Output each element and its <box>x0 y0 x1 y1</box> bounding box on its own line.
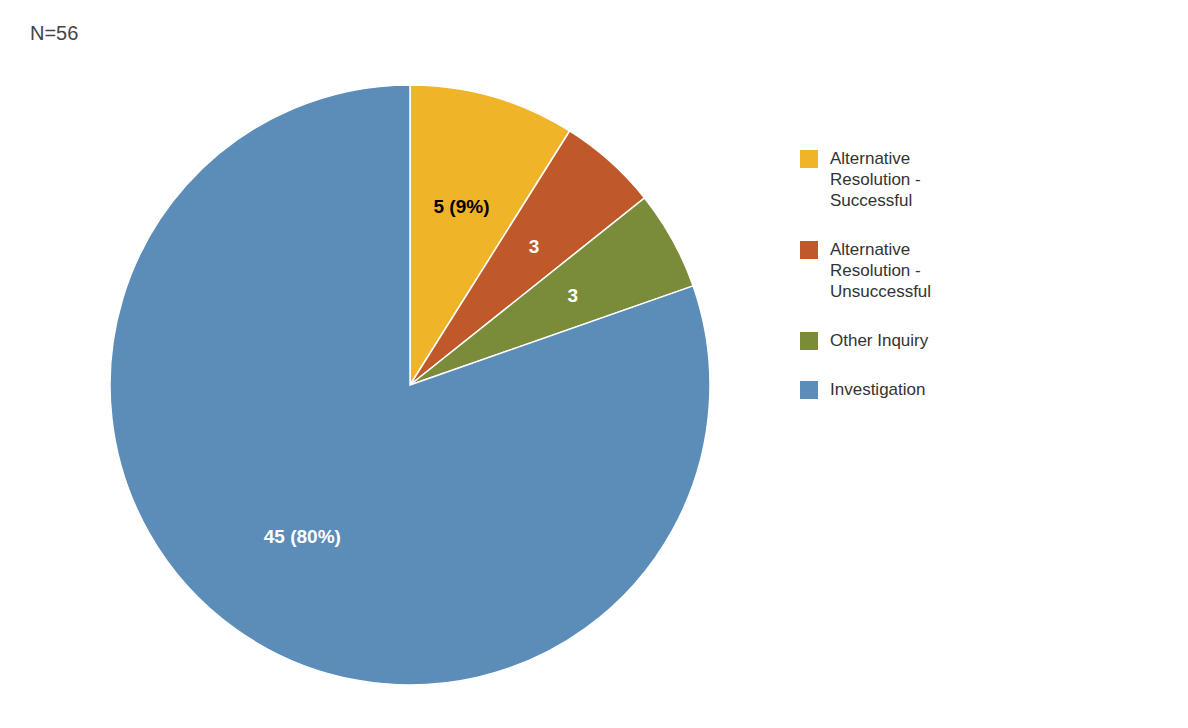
legend-label-line: Alternative <box>830 149 910 168</box>
legend-label-line: Unsuccessful <box>830 282 931 301</box>
legend-swatch <box>800 150 818 168</box>
chart: N=56 5 (9%) 3 3 45 (80%) Alternative Resolutio… <box>0 0 1188 728</box>
legend-swatch <box>800 241 818 259</box>
legend-label: Other Inquiry <box>830 331 929 350</box>
legend-label-line: Resolution - <box>830 170 921 189</box>
legend-label: Alternative Resolution - Unsuccessful <box>830 240 931 301</box>
legend-label-line: Resolution - <box>830 261 921 280</box>
legend: AlternativeResolution -SuccessfulAlterna… <box>800 149 931 399</box>
background <box>0 0 1188 728</box>
data-label: 3 <box>529 236 540 257</box>
data-label: 45 (80%) <box>264 526 341 547</box>
data-label: 3 <box>568 285 579 306</box>
legend-label-line: Successful <box>830 191 912 210</box>
pie <box>110 85 710 685</box>
title: N=56 <box>30 22 78 44</box>
legend-label-line: Alternative <box>830 240 910 259</box>
legend-label-line: Other Inquiry <box>830 331 929 350</box>
data-labels: 5 (9%) 3 3 45 (80%) <box>264 196 578 547</box>
legend-swatch <box>800 332 818 350</box>
legend-swatch <box>800 381 818 399</box>
legend-label-line: Investigation <box>830 380 925 399</box>
legend-label: Alternative Resolution - Successful <box>830 149 921 210</box>
legend-label: Investigation <box>830 380 925 399</box>
pie-slice <box>110 85 710 685</box>
data-label: 5 (9%) <box>434 196 490 217</box>
